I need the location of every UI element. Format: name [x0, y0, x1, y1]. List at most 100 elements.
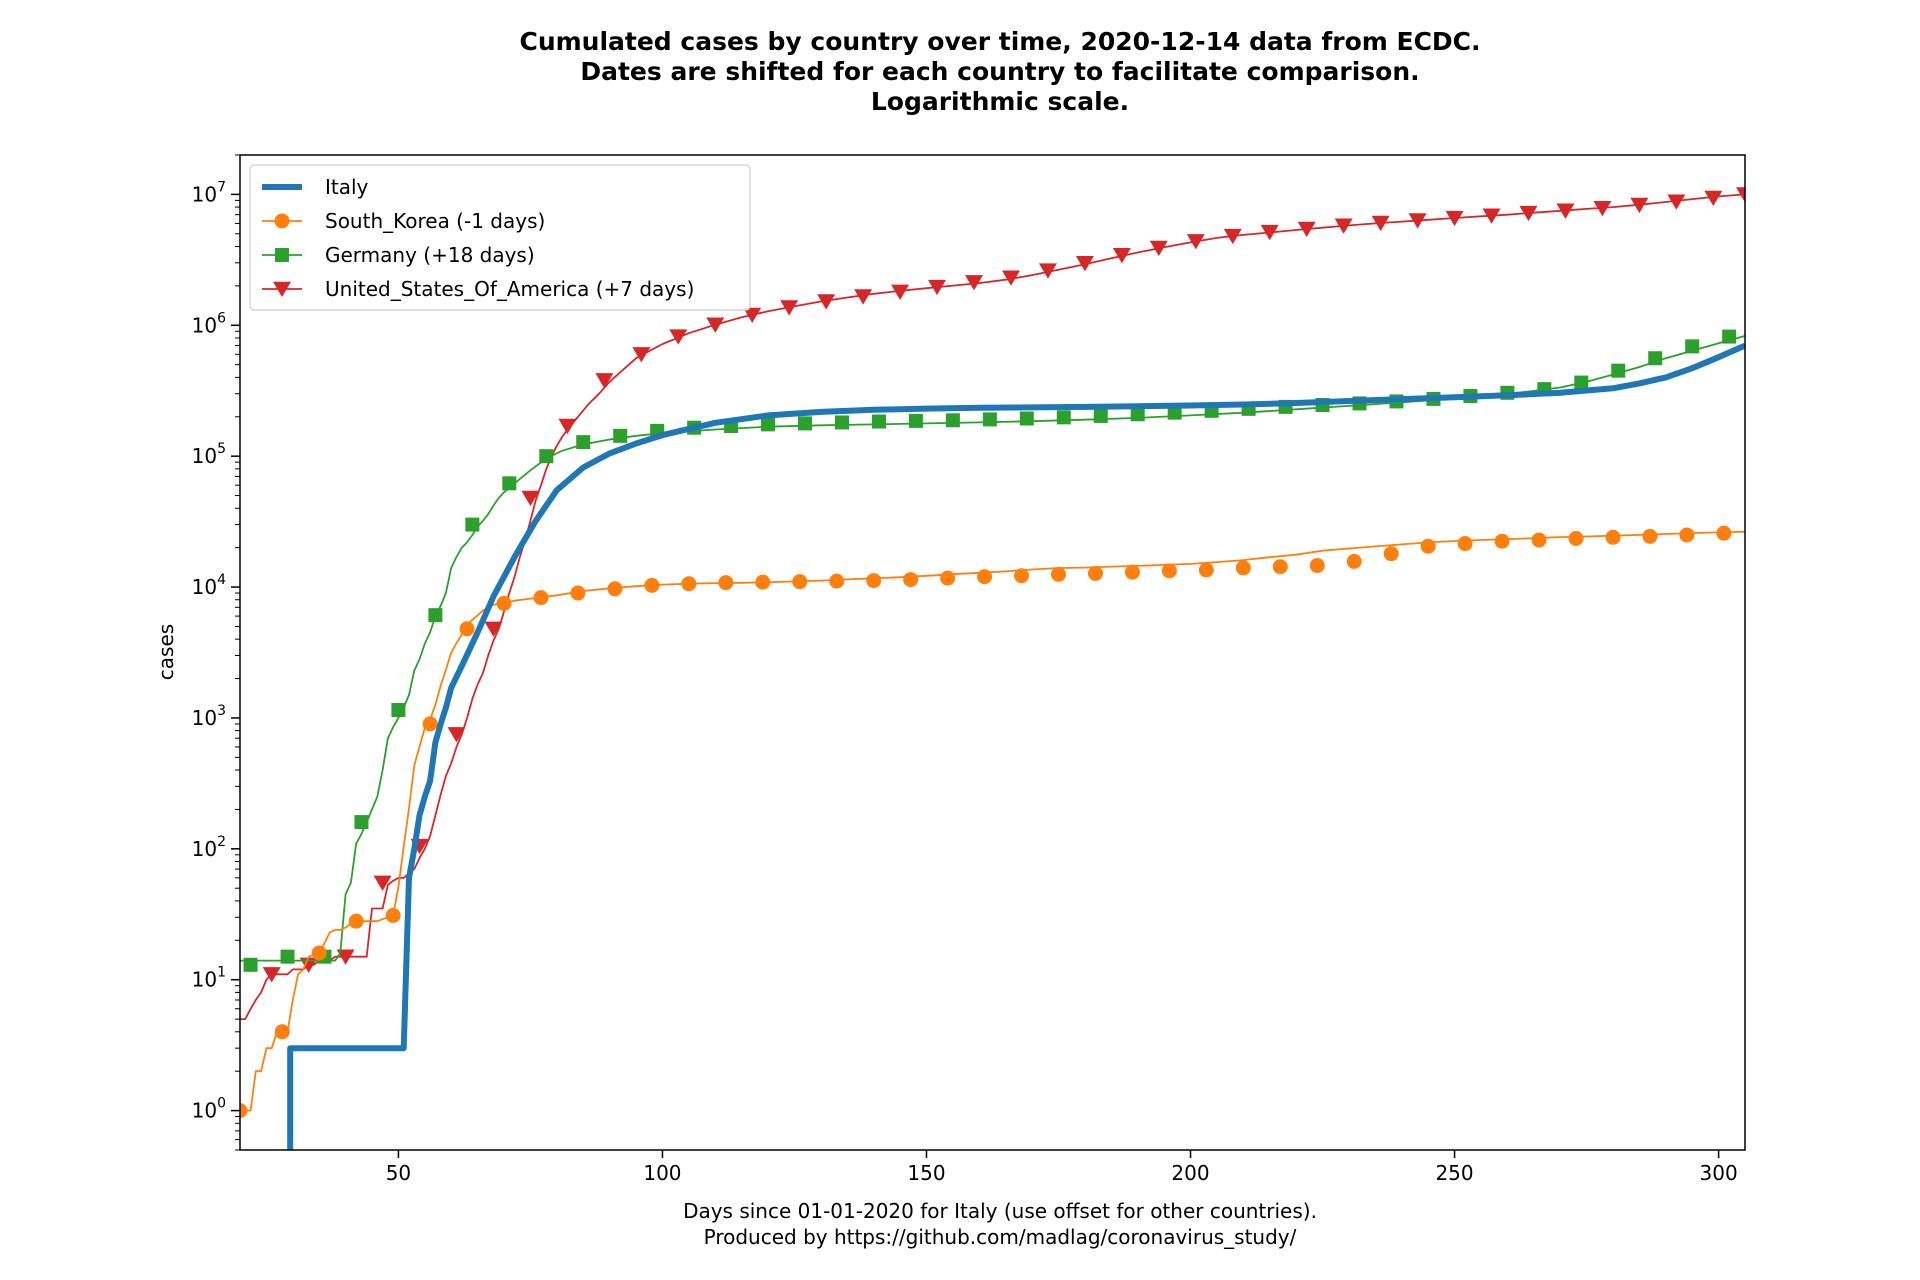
- marker-germany-18-days-24: [1130, 407, 1145, 422]
- y-tick-label-exponent: 7: [217, 179, 226, 195]
- marker-united-states-of-america-7-days-22: [1075, 256, 1094, 272]
- marker-united-states-of-america-7-days-32: [1445, 210, 1464, 227]
- marker-germany-18-days-10: [613, 428, 628, 443]
- marker-germany-18-days-6: [465, 517, 480, 532]
- marker-germany-18-days-20: [982, 412, 997, 427]
- marker-united-states-of-america-7-days-16: [854, 289, 873, 305]
- marker-south-korea-1-days-33: [1457, 536, 1473, 552]
- marker-south-korea-1-days-0: [240, 1103, 248, 1119]
- marker-united-states-of-america-7-days-29: [1334, 218, 1353, 234]
- legend-label-germany-18-days: Germany (+18 days): [325, 243, 535, 267]
- marker-south-korea-1-days-8: [533, 590, 549, 606]
- marker-united-states-of-america-7-days-0: [262, 967, 281, 983]
- marker-south-korea-1-days-15: [792, 574, 808, 590]
- marker-south-korea-1-days-21: [1014, 568, 1030, 584]
- legend-label-united-states-of-america-7-days: United_States_Of_America (+7 days): [325, 277, 694, 301]
- marker-south-korea-1-days-18: [903, 572, 919, 588]
- y-tick-label-exponent: 2: [217, 834, 226, 850]
- marker-united-states-of-america-7-days-28: [1297, 221, 1316, 238]
- marker-united-states-of-america-7-days-40: [1736, 187, 1745, 203]
- marker-south-korea-1-days-32: [1420, 538, 1436, 554]
- marker-germany-18-days-40: [1722, 329, 1737, 344]
- marker-south-korea-1-days-38: [1642, 528, 1658, 544]
- marker-germany-18-days-0: [243, 957, 258, 972]
- x-axis: 50 100 150 200 250 300: [386, 1150, 1738, 1185]
- y-tick-label-2: 102: [192, 834, 226, 861]
- legend-marker-germany-18-days: [275, 248, 289, 262]
- marker-united-states-of-america-7-days-38: [1667, 194, 1686, 210]
- marker-united-states-of-america-7-days-8: [558, 418, 577, 435]
- marker-south-korea-1-days-2: [311, 945, 327, 961]
- marker-south-korea-1-days-39: [1679, 527, 1695, 543]
- marker-germany-18-days-7: [502, 476, 517, 491]
- marker-germany-18-days-22: [1056, 410, 1071, 425]
- marker-united-states-of-america-7-days-26: [1223, 228, 1242, 245]
- marker-united-states-of-america-7-days-19: [965, 275, 984, 291]
- y-tick-label-base: 10: [192, 313, 217, 337]
- x-axis-label-line-1: Days since 01-01-2020 for Italy (use off…: [683, 1199, 1317, 1223]
- marker-south-korea-1-days-12: [681, 576, 697, 592]
- marker-south-korea-1-days-1: [274, 1024, 290, 1040]
- marker-germany-18-days-25: [1167, 405, 1182, 420]
- marker-germany-18-days-5: [428, 608, 443, 623]
- marker-south-korea-1-days-34: [1494, 533, 1510, 549]
- y-tick-label-4: 104: [192, 572, 226, 599]
- marker-germany-18-days-3: [354, 815, 369, 830]
- marker-south-korea-1-days-5: [422, 716, 438, 732]
- series-layer: [240, 187, 1745, 1150]
- marker-germany-18-days-37: [1611, 363, 1626, 378]
- marker-united-states-of-america-7-days-39: [1704, 190, 1723, 207]
- y-tick-label-base: 10: [192, 706, 217, 730]
- x-tick-label-200: 200: [1171, 1161, 1209, 1185]
- marker-south-korea-1-days-24: [1124, 564, 1140, 580]
- marker-germany-18-days-23: [1093, 408, 1108, 423]
- marker-germany-18-days-16: [835, 415, 849, 430]
- y-tick-label-base: 10: [192, 444, 217, 468]
- marker-united-states-of-america-7-days-30: [1371, 215, 1390, 232]
- marker-united-states-of-america-7-days-24: [1149, 240, 1168, 257]
- y-tick-label-0: 100: [192, 1096, 226, 1123]
- marker-germany-18-days-36: [1574, 375, 1589, 390]
- marker-germany-18-days-9: [576, 435, 591, 450]
- marker-united-states-of-america-7-days-6: [484, 621, 503, 637]
- chart-title-line-3: Logarithmic scale.: [871, 87, 1129, 116]
- marker-united-states-of-america-7-days-34: [1519, 205, 1538, 222]
- marker-germany-18-days-39: [1685, 339, 1700, 354]
- marker-united-states-of-america-7-days-3: [373, 875, 392, 891]
- legend-label-italy: Italy: [325, 175, 369, 199]
- y-tick-label-base: 10: [192, 182, 217, 206]
- marker-south-korea-1-days-30: [1346, 553, 1362, 569]
- marker-germany-18-days-4: [391, 702, 406, 717]
- marker-united-states-of-america-7-days-9: [595, 373, 614, 389]
- marker-united-states-of-america-7-days-35: [1556, 203, 1575, 219]
- marker-south-korea-1-days-25: [1161, 563, 1177, 579]
- marker-south-korea-1-days-31: [1383, 546, 1399, 562]
- y-tick-label-base: 10: [192, 575, 217, 599]
- series-line-italy: [287, 342, 1745, 1150]
- y-tick-label-7: 107: [192, 179, 226, 206]
- x-tick-label-150: 150: [907, 1161, 945, 1185]
- legend-label-south-korea-1-days: South_Korea (-1 days): [325, 209, 545, 233]
- x-tick-label-100: 100: [643, 1161, 681, 1185]
- marker-south-korea-1-days-9: [570, 585, 586, 601]
- y-tick-label-exponent: 1: [217, 965, 226, 981]
- x-axis-label-line-2: Produced by https://github.com/madlag/co…: [704, 1225, 1297, 1249]
- x-tick-label-250: 250: [1435, 1161, 1473, 1185]
- marker-south-korea-1-days-27: [1235, 560, 1251, 576]
- marker-south-korea-1-days-26: [1198, 562, 1214, 578]
- marker-south-korea-1-days-36: [1568, 530, 1584, 546]
- marker-united-states-of-america-7-days-15: [817, 294, 836, 310]
- y-tick-label-5: 105: [192, 441, 226, 468]
- marker-germany-18-days-1: [280, 949, 295, 964]
- marker-united-states-of-america-7-days-13: [743, 307, 762, 324]
- y-tick-label-6: 106: [192, 310, 226, 337]
- marker-united-states-of-america-7-days-18: [928, 279, 947, 296]
- marker-south-korea-1-days-22: [1051, 566, 1067, 582]
- x-tick-label-50: 50: [386, 1161, 411, 1185]
- marker-south-korea-1-days-40: [1716, 525, 1732, 541]
- y-tick-label-exponent: 5: [217, 441, 226, 457]
- marker-south-korea-1-days-4: [385, 907, 401, 923]
- chart-title-line-1: Cumulated cases by country over time, 20…: [519, 27, 1480, 56]
- marker-united-states-of-america-7-days-23: [1112, 248, 1131, 264]
